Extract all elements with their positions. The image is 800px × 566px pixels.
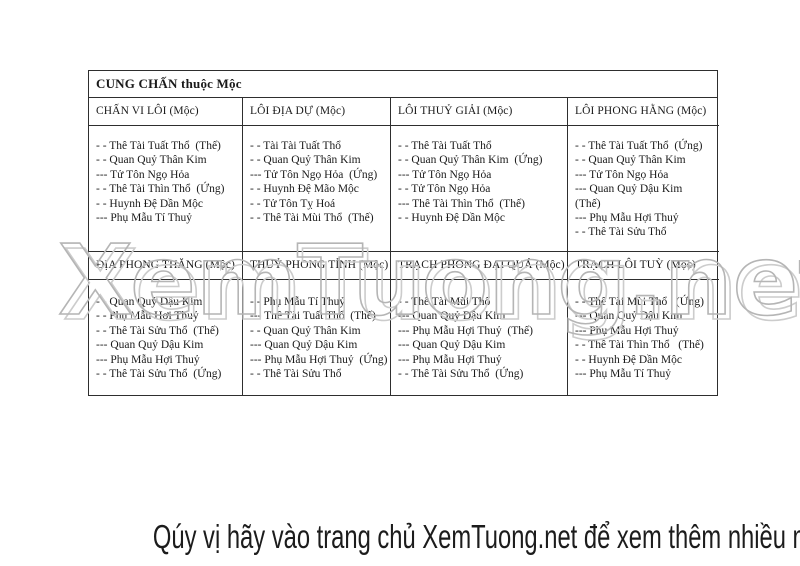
hexagram-header-dia-phong-thang: ĐỊA PHONG THĂNG (Mộc) <box>89 252 242 280</box>
hexagram-line: --- Phụ Mẫu Tí Thuỷ <box>96 212 193 225</box>
table-title: CUNG CHẤN thuộc Mộc <box>89 71 717 98</box>
hexagram-line: --- Quan Quỷ Dậu Kim <box>250 339 358 352</box>
hexagram-line: --- Tử Tôn Ngọ Hỏa <box>96 168 190 181</box>
hexagram-line: --- Phụ Mẫu Hợi Thuỷ (Ứng) <box>250 353 388 366</box>
hexagram-line: --- Quan Quỷ Dậu Kim <box>398 310 506 323</box>
hexagram-line: - - Quan Quỷ Thân Kim <box>250 154 361 167</box>
hexagram-line: - - Quan Quỷ Thân Kim <box>250 324 361 337</box>
hexagram-line: --- Tử Tôn Ngọ Hỏa (Ứng) <box>250 168 378 181</box>
hexagram-line: --- Phụ Mẫu Hợi Thuỷ <box>398 353 502 366</box>
hexagram-line: (Thế) <box>575 197 601 210</box>
header-row-1: CHẤN VI LÔI (Mộc) LÔI ĐỊA DỰ (Mộc) LÔI T… <box>89 98 719 126</box>
hexagram-cell-trach-loi-tuy: - - Thê Tài Mùi Thổ (Ứng) --- Quan Quỷ Dậ… <box>567 280 719 395</box>
hexagram-line: --- Phụ Mẫu Hợi Thuỷ <box>96 353 200 366</box>
hexagram-cell-loi-thuy-giai: - - Thê Tài Tuất Thổ - - Quan Quỷ Thân Ki… <box>390 126 567 252</box>
hexagram-line: - - Thê Tài Mùi Thổ <box>398 296 491 308</box>
body-row-2: - - Quan Quỷ Dậu Kim - - Phụ Mẫu Hợi Thuỷ… <box>89 280 717 395</box>
hexagram-line: --- Phụ Mẫu Hợi Thuỷ (Thế) <box>398 324 533 337</box>
hexagram-header-thuy-phong-tinh: THUỶ PHONG TỈNH (Mộc) <box>242 252 390 280</box>
hexagram-line: - - Quan Quỷ Thân Kim <box>575 154 686 167</box>
hexagram-line: - - Tài Tài Tuất Thổ <box>250 140 342 152</box>
footer-text: Qúy vị hãy vào trang chủ XemTuong.net để… <box>152 518 800 555</box>
hexagram-header-chan-vi-loi: CHẤN VI LÔI (Mộc) <box>89 98 242 126</box>
hexagram-header-loi-thuy-giai: LÔI THUỶ GIẢI (Mộc) <box>390 98 567 126</box>
hexagram-line: --- Thê Tài Tuất Thổ (Thế) <box>250 310 376 323</box>
hexagram-line: - - Thê Tài Thìn Thổ (Ứng) <box>96 183 225 196</box>
body-row-1: - - Thê Tài Tuất Thổ (Thế) - - Quan Quỷ T… <box>89 126 719 252</box>
hexagram-line: - - Thê Tài Thìn Thổ (Thế) <box>575 339 704 352</box>
hexagram-cell-dia-phong-thang: - - Quan Quỷ Dậu Kim - - Phụ Mẫu Hợi Thuỷ… <box>89 280 242 395</box>
hexagram-line: - - Quan Quỷ Dậu Kim <box>96 296 203 308</box>
footer: Qúy vị hãy vào trang chủ XemTuong.net để… <box>0 518 800 556</box>
hexagram-table: CUNG CHẤN thuộc Mộc CHẤN VI LÔI (Mộc) LÔ… <box>88 70 719 396</box>
hexagram-line: - - Huynh Đệ Dần Mộc <box>398 212 505 225</box>
hexagram-line: - - Thê Tài Sửu Thổ <box>575 226 667 239</box>
hexagram-line: - - Thê Tài Sửu Thổ <box>250 368 342 381</box>
hexagram-line: --- Quan Quỷ Dậu Kim <box>575 183 683 196</box>
hexagram-cell-trach-phong-dai-qua: - - Thê Tài Mùi Thổ --- Quan Quỷ Dậu Kim -… <box>390 280 567 395</box>
hexagram-line: - - Thê Tài Tuất Thổ (Ứng) <box>575 140 703 152</box>
hexagram-cell-thuy-phong-tinh: - - Phụ Mẫu Tí Thuỷ --- Thê Tài Tuất Thổ … <box>242 280 390 395</box>
hexagram-line: - - Thê Tài Sửu Thổ (Ứng) <box>96 368 222 381</box>
hexagram-header-loi-phong-hang: LÔI PHONG HẰNG (Mộc) <box>567 98 719 126</box>
header-row-2: ĐỊA PHONG THĂNG (Mộc) THUỶ PHONG TỈNH (M… <box>89 252 719 280</box>
hexagram-line: - - Quan Quỷ Thân Kim <box>96 154 207 167</box>
hexagram-line: --- Thê Tài Thìn Thổ (Thế) <box>398 197 525 210</box>
hexagram-line: - - Thê Tài Sửu Thổ (Thế) <box>96 324 219 337</box>
hexagram-line: --- Phụ Mẫu Hợi Thuỷ <box>575 212 679 225</box>
hexagram-cell-chan-vi-loi: - - Thê Tài Tuất Thổ (Thế) - - Quan Quỷ T… <box>89 126 242 252</box>
hexagram-line: - - Thê Tài Tuất Thổ (Thế) <box>96 140 221 152</box>
hexagram-line: - - Thê Tài Mùi Thổ (Ứng) <box>575 296 705 308</box>
hexagram-line: --- Phụ Mẫu Hợi Thuỷ <box>575 324 679 337</box>
hexagram-cell-loi-phong-hang: - - Thê Tài Tuất Thổ (Ứng) - - Quan Quỷ T… <box>567 126 719 252</box>
hexagram-line: - - Huynh Đệ Dần Mộc <box>96 197 203 210</box>
hexagram-header-trach-loi-tuy: TRẠCH LÔI TUỲ (Mộc) <box>567 252 719 280</box>
hexagram-line: - - Thê Tài Mùi Thổ (Thế) <box>250 212 374 225</box>
hexagram-line: --- Quan Quỷ Dậu Kim <box>398 339 506 352</box>
hexagram-line: - - Phụ Mẫu Tí Thuỷ <box>250 296 346 308</box>
hexagram-line: - - Tử Tôn Tỵ Hoá <box>250 197 336 210</box>
hexagram-line: - - Thê Tài Sửu Thổ (Ứng) <box>398 368 524 381</box>
hexagram-cell-loi-dia-du: - - Tài Tài Tuất Thổ - - Quan Quỷ Thân Ki… <box>242 126 390 252</box>
hexagram-line: --- Quan Quỷ Dậu Kim <box>575 310 683 323</box>
hexagram-line: - - Thê Tài Tuất Thổ <box>398 140 492 152</box>
hexagram-line: - - Phụ Mẫu Hợi Thuỷ <box>96 310 199 323</box>
hexagram-header-trach-phong-dai-qua: TRẠCH PHONG ĐẠI QUÁ (Mộc) <box>390 252 567 280</box>
hexagram-line: --- Quan Quỷ Dậu Kim <box>96 339 204 352</box>
hexagram-line: - - Huynh Đệ Mão Mộc <box>250 183 359 196</box>
hexagram-line: - - Huynh Đệ Dần Mộc <box>575 353 682 366</box>
hexagram-line: --- Tử Tôn Ngọ Hỏa <box>398 168 492 181</box>
hexagram-line: --- Tử Tôn Ngọ Hỏa <box>575 168 669 181</box>
hexagram-line: - - Quan Quỷ Thân Kim (Ứng) <box>398 154 543 167</box>
hexagram-header-loi-dia-du: LÔI ĐỊA DỰ (Mộc) <box>242 98 390 126</box>
hexagram-line: - - Tử Tôn Ngọ Hỏa <box>398 183 491 196</box>
hexagram-line: --- Phụ Mẫu Tí Thuỷ <box>575 368 672 381</box>
